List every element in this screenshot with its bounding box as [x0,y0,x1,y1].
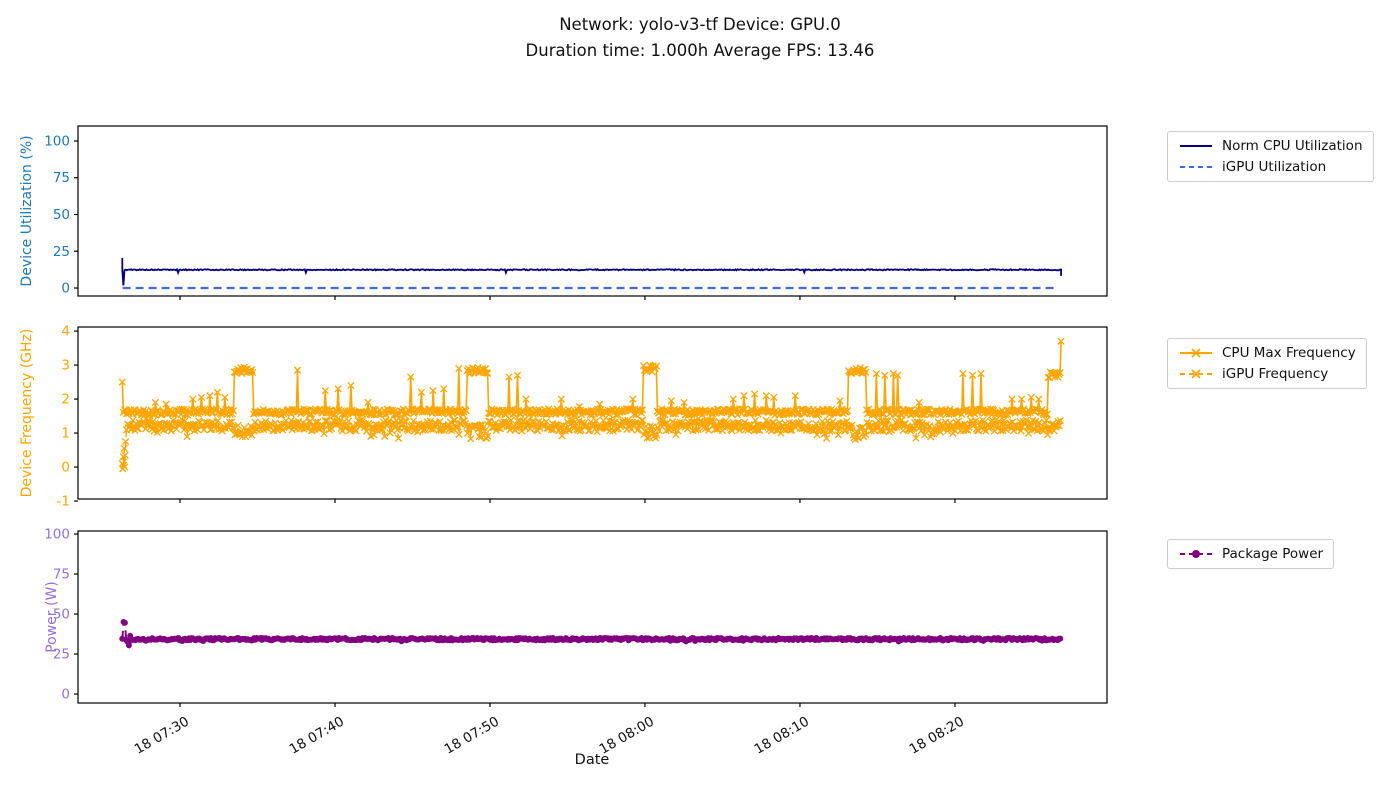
legend-sample-line [1180,166,1212,168]
subplot-frame-2 [77,530,1108,704]
y-tick-label: 75 [53,567,70,583]
legend-entry-igpu-frequency: iGPU Frequency [1178,366,1356,382]
series-markers-cpu-max-frequency [118,337,1065,419]
y-tick-label: 50 [53,607,70,623]
legend-entry-norm-cpu-utilization: Norm CPU Utilization [1178,138,1363,154]
x-tick-label: 18 08:10 [752,714,812,758]
series-line-norm-cpu-utilization [121,257,1062,286]
subplot-frame-1 [77,326,1108,500]
y-tick-label: 0 [61,281,70,297]
x-tick-label: 18 08:20 [907,714,967,758]
legend-label: Norm CPU Utilization [1222,138,1363,154]
x-tick-label: 18 07:30 [132,714,192,758]
y-tick-label: 75 [53,170,70,186]
legend-label: iGPU Utilization [1222,159,1327,175]
y-tick-label: 4 [61,324,70,340]
series-markers-package-power [119,619,1064,649]
y-tick-label: 3 [61,358,70,374]
y-tick-label: 100 [44,527,70,543]
series-markers-igpu-frequency [118,416,1064,473]
y-tick-label: 50 [53,207,70,223]
legend-frequency: CPU Max Frequency iGPU Frequency [1167,338,1367,389]
y-tick-label: -1 [57,494,70,510]
legend-entry-package-power: Package Power [1178,546,1323,562]
legend-utilization: Norm CPU Utilization iGPU Utilization [1167,131,1374,182]
legend-label: Package Power [1222,546,1324,562]
y-tick-label: 0 [61,460,70,476]
y-tick-label: 100 [44,133,70,149]
y-tick-label: 2 [61,392,70,408]
legend-label: CPU Max Frequency [1222,345,1356,361]
subplot-frame-0 [77,125,1108,297]
ylabel-power: Power (W) [44,581,60,653]
legend-label: iGPU Frequency [1222,366,1329,382]
y-tick-label: 25 [53,647,70,663]
figure-title: Network: yolo-v3-tf Device: GPU.0 Durati… [0,12,1400,64]
legend-sample-line [1180,145,1212,147]
ylabel-device-utilization: Device Utilization (%) [19,135,35,287]
x-tick-label: 18 07:40 [287,714,347,758]
title-line-1: Network: yolo-v3-tf Device: GPU.0 [559,15,841,34]
xlabel-date: Date [574,752,610,768]
legend-sample-line [1180,369,1212,379]
legend-entry-cpu-max-frequency: CPU Max Frequency [1178,345,1356,361]
ylabel-device-frequency: Device Frequency (GHz) [19,328,35,498]
y-tick-label: 1 [61,426,70,442]
x-tick-label: 18 07:50 [442,714,502,758]
legend-entry-igpu-utilization: iGPU Utilization [1178,159,1363,175]
legend-sample-line [1180,550,1212,558]
y-tick-label: 25 [53,244,70,260]
title-line-2: Duration time: 1.000h Average FPS: 13.46 [525,41,875,60]
legend-power: Package Power [1167,539,1335,569]
y-tick-label: 0 [61,687,70,703]
legend-sample-line [1180,348,1212,358]
